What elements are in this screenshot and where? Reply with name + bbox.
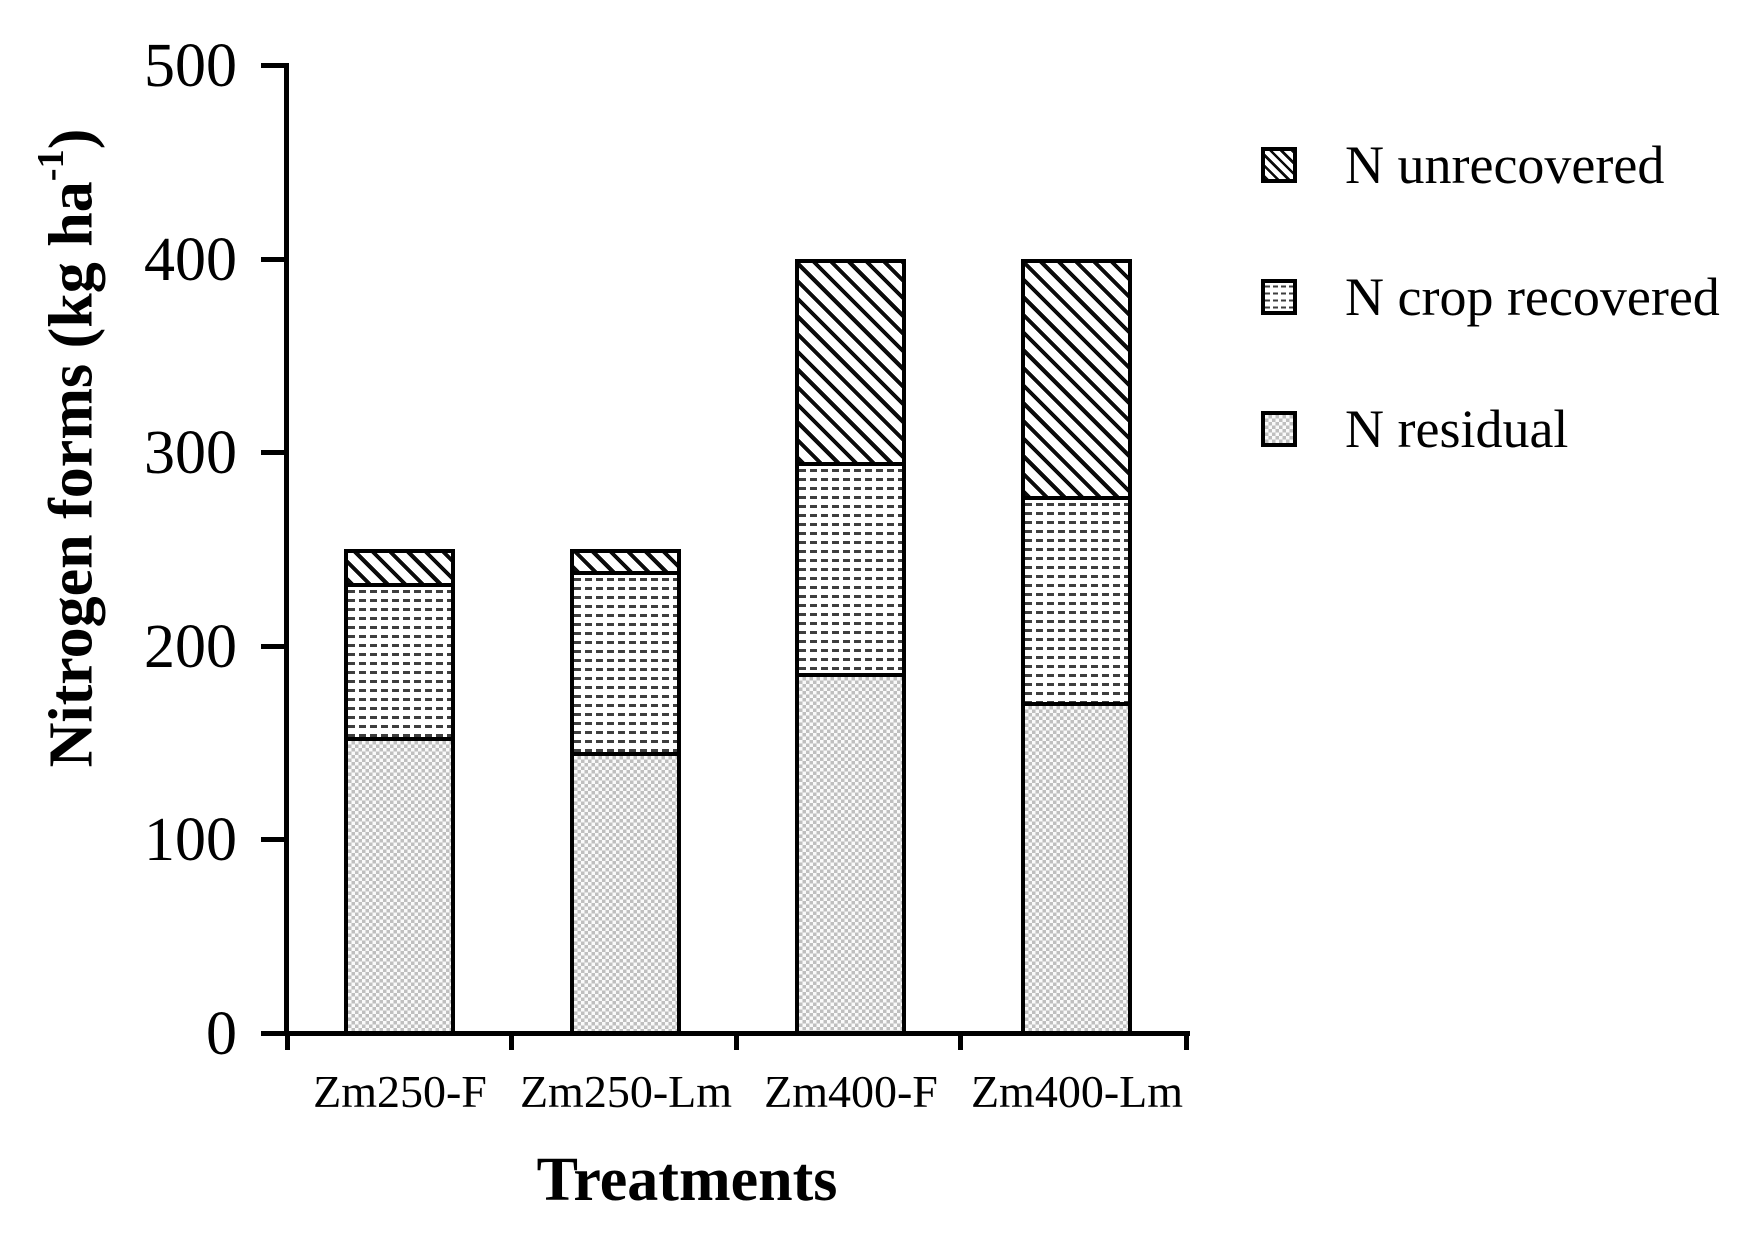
- segment-n-crop-recovered: [799, 462, 902, 674]
- x-tick-divider-3: [958, 1031, 963, 1050]
- bar-zm250-f: [344, 548, 455, 1035]
- bar-zm250-lm: [570, 548, 681, 1035]
- segment-n-residual: [1025, 701, 1128, 1031]
- category-label-zm250-f: Zm250-F: [313, 1066, 487, 1117]
- category-label-zm250-lm: Zm250-Lm: [519, 1066, 733, 1117]
- segment-n-residual: [574, 752, 677, 1031]
- bar-zm400-lm: [1021, 258, 1132, 1035]
- segment-n-residual: [348, 737, 451, 1031]
- y-tick-label-400: 400: [144, 226, 237, 294]
- segment-n-residual: [799, 673, 902, 1031]
- y-tick-label-0: 0: [206, 1000, 237, 1068]
- y-tick-200: [261, 644, 287, 649]
- y-axis-line: [284, 63, 289, 1035]
- legend-item-n-unrecovered: N unrecovered: [1261, 135, 1665, 195]
- legend-label: N residual: [1345, 399, 1569, 459]
- y-tick-400: [261, 257, 287, 262]
- y-tick-label-300: 300: [144, 419, 237, 487]
- x-tick-divider-1: [509, 1031, 514, 1050]
- legend-label: N unrecovered: [1345, 135, 1665, 195]
- x-tick-divider-2: [734, 1031, 739, 1050]
- y-tick-label-100: 100: [144, 806, 237, 874]
- segment-n-crop-recovered: [574, 571, 677, 753]
- y-tick-500: [261, 63, 287, 68]
- category-label-zm400-f: Zm400-F: [764, 1066, 938, 1117]
- y-tick-label-500: 500: [144, 32, 237, 100]
- segment-n-crop-recovered: [348, 582, 451, 738]
- category-label-zm400-lm: Zm400-Lm: [970, 1066, 1184, 1117]
- legend-item-n-residual: N residual: [1261, 399, 1569, 459]
- hatch-swatch-icon: [1261, 147, 1297, 183]
- segment-n-unrecovered: [799, 262, 902, 463]
- x-tick-right-end: [1184, 1031, 1189, 1050]
- x-tick-left-end: [285, 1031, 290, 1050]
- legend-item-n-crop-recovered: N crop recovered: [1261, 267, 1720, 327]
- segment-n-unrecovered: [1025, 262, 1128, 497]
- y-tick-0: [261, 1031, 287, 1036]
- y-axis-title-superscript: -1: [30, 149, 73, 182]
- x-axis-title: Treatments: [536, 1146, 838, 1214]
- y-tick-100: [261, 837, 287, 842]
- segment-n-crop-recovered: [1025, 496, 1128, 702]
- y-tick-label-200: 200: [144, 613, 237, 681]
- segment-n-unrecovered: [574, 552, 677, 572]
- legend-label: N crop recovered: [1345, 267, 1720, 327]
- segment-n-unrecovered: [348, 552, 451, 583]
- y-axis-title: Nitrogen forms (kg ha-1): [30, 128, 106, 768]
- dashes-swatch-icon: [1261, 279, 1297, 315]
- bar-zm400-f: [795, 258, 906, 1035]
- y-tick-300: [261, 450, 287, 455]
- x-axis-line: [264, 1031, 1190, 1036]
- stipple-swatch-icon: [1261, 411, 1297, 447]
